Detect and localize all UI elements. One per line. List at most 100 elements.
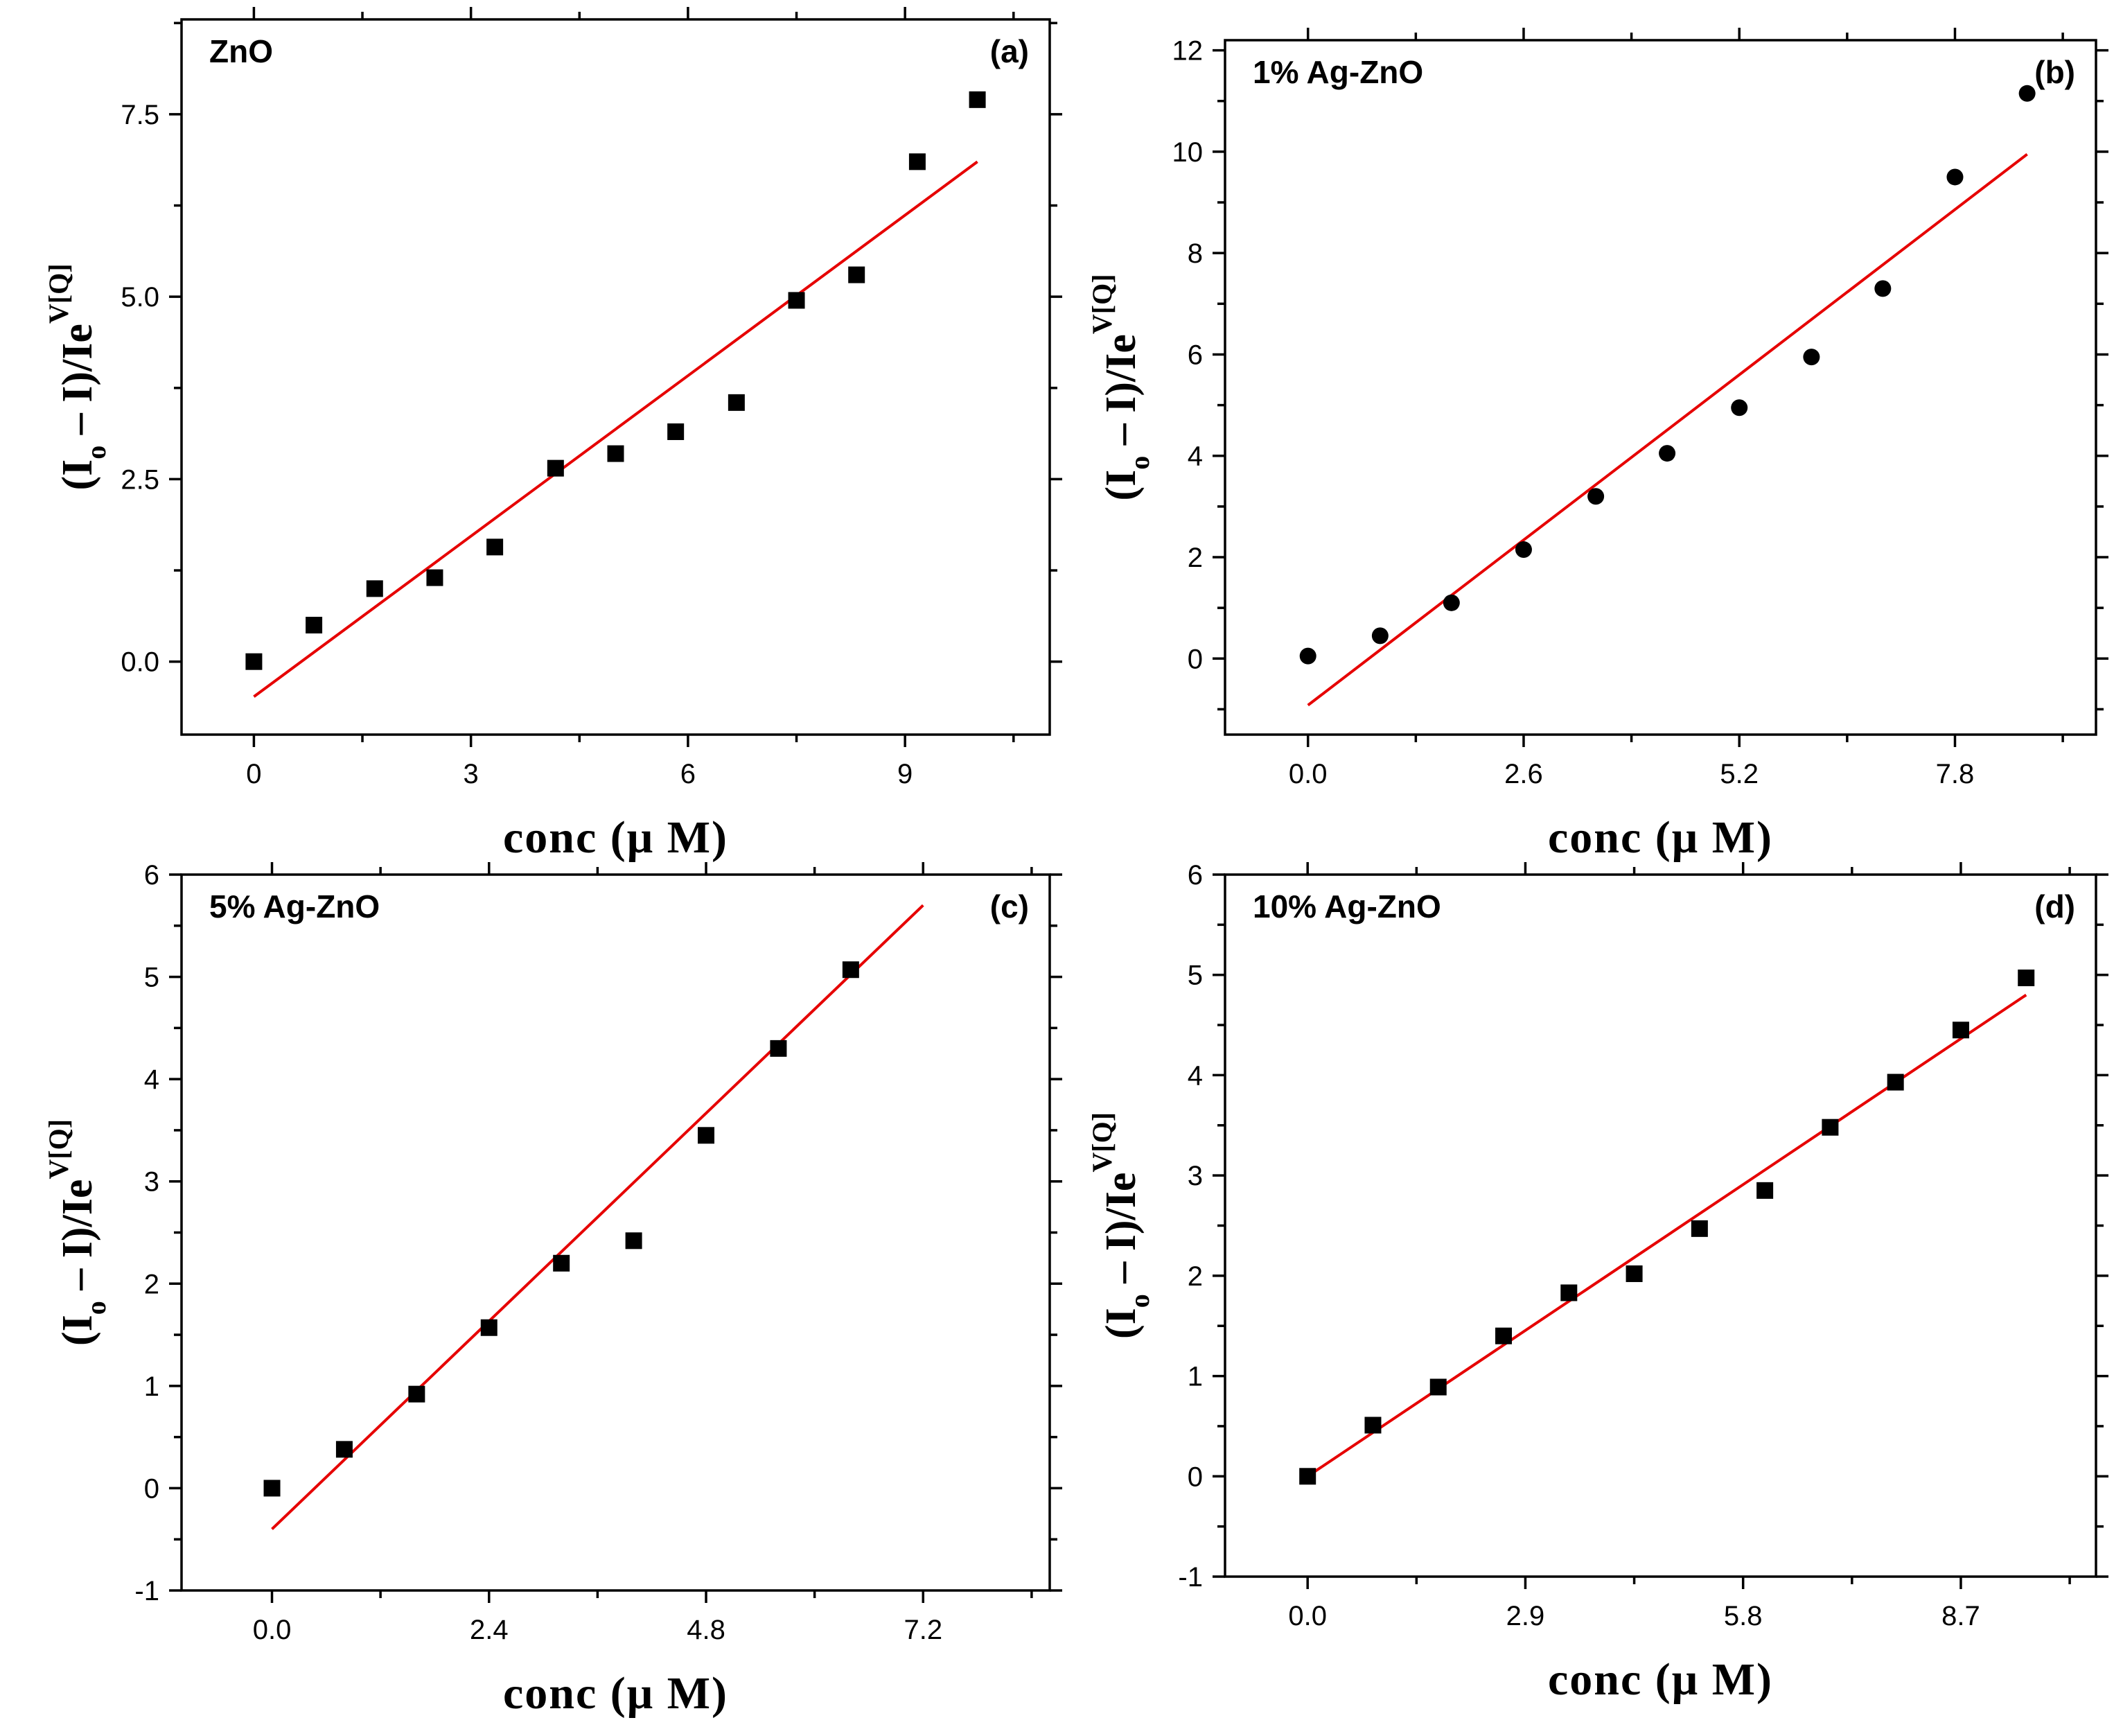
y-tick-label: 2 xyxy=(1188,1261,1203,1292)
y-label-sup: V[Q] xyxy=(1086,1112,1118,1173)
y-tick-label: 0 xyxy=(1188,1462,1203,1492)
data-point xyxy=(1803,349,1820,366)
x-tick-label: 3 xyxy=(464,759,479,789)
y-tick-label: 8 xyxy=(1188,238,1203,269)
x-tick-label: 4.8 xyxy=(687,1615,725,1645)
data-point xyxy=(408,1385,425,1403)
x-tick-label: 7.8 xyxy=(1936,759,1975,789)
y-label-mid: – I)/Ie xyxy=(1098,334,1145,456)
linear-fit-line xyxy=(253,160,978,698)
data-point xyxy=(607,445,624,462)
data-point xyxy=(788,292,805,309)
y-label-main: (I xyxy=(54,1315,101,1346)
y-tick-label: 0 xyxy=(1188,644,1203,674)
y-label-sub: o xyxy=(80,1301,112,1315)
y-tick-label: 6 xyxy=(1188,340,1203,370)
data-point xyxy=(1874,280,1892,297)
x-axis-label: conc (μ M) xyxy=(503,812,728,863)
data-point xyxy=(553,1254,570,1272)
y-label-main: (I xyxy=(1098,470,1145,501)
data-point xyxy=(2018,970,2035,987)
panel-b: 0.0 2.6 5.2 7.8 0 2 4 6 8 10 12 1% Ag-ZnO (b) conc (μ… xyxy=(1086,28,2108,863)
y-tick-label: 12 xyxy=(1172,36,1204,67)
plot-frame xyxy=(180,873,1051,1592)
y-label-mid: – I)/Ie xyxy=(54,324,101,446)
y-label-sub: o xyxy=(80,446,112,459)
x-tick-label: 2.9 xyxy=(1506,1601,1545,1631)
data-point xyxy=(1691,1220,1708,1237)
y-label-sub: o xyxy=(1124,1294,1155,1308)
y-tick-label: 5 xyxy=(144,963,159,993)
y-tick-label: 3 xyxy=(144,1167,159,1198)
x-tick-label: 2.6 xyxy=(1504,759,1543,789)
data-point xyxy=(486,538,504,556)
y-tick-label: 1 xyxy=(1188,1362,1203,1392)
y-tick-label: 3 xyxy=(1188,1161,1203,1191)
data-point xyxy=(1364,1417,1382,1434)
y-tick-label: 4 xyxy=(1188,441,1203,472)
data-point xyxy=(770,1040,787,1057)
x-tick-label: 5.8 xyxy=(1724,1601,1763,1631)
linear-fit-line xyxy=(1307,152,2028,707)
y-label-mid: – I)/Ie xyxy=(1098,1173,1145,1295)
data-point xyxy=(1515,541,1532,559)
y-label-main: (I xyxy=(54,459,101,491)
y-label-sup: V[Q] xyxy=(43,1119,74,1180)
x-tick-label: 0 xyxy=(246,759,261,789)
plot-frame xyxy=(1224,39,2097,736)
y-axis-label: (Io – I)/IeV[Q] xyxy=(43,1119,112,1346)
x-axis-label: conc (μ M) xyxy=(1548,1654,1773,1705)
y-tick-label: 1 xyxy=(144,1371,159,1402)
y-tick-label: 4 xyxy=(1188,1060,1203,1091)
y-tick-label: 5.0 xyxy=(121,282,159,313)
data-point xyxy=(1946,168,1964,186)
x-tick-label: 0.0 xyxy=(253,1615,292,1645)
data-point xyxy=(1299,647,1316,665)
y-tick-label: 2.5 xyxy=(121,464,159,495)
x-axis-label: conc (μ M) xyxy=(1548,812,1773,863)
y-tick-label: -1 xyxy=(1178,1562,1203,1593)
data-point xyxy=(1587,488,1605,505)
y-axis-label: (Io – I)/IeV[Q] xyxy=(1086,274,1155,500)
y-label-mid: – I)/Ie xyxy=(54,1180,101,1301)
y-tick-label: -1 xyxy=(134,1576,159,1606)
y-tick-label: 0.0 xyxy=(121,647,159,678)
y-tick-label: 0 xyxy=(144,1473,159,1504)
data-point xyxy=(480,1319,497,1336)
panel-title: 1% Ag-ZnO xyxy=(1253,54,1423,90)
data-point xyxy=(547,459,564,477)
data-point xyxy=(1952,1022,1969,1039)
x-tick-label: 0.0 xyxy=(1288,1601,1327,1631)
x-tick-label: 2.4 xyxy=(470,1615,509,1645)
data-point xyxy=(2018,85,2036,102)
data-point xyxy=(1495,1327,1513,1344)
panel-a: 0 3 6 9 0.0 2.5 5.0 7.5 ZnO (a) conc (μ M) (Io – I)… xyxy=(43,7,1062,863)
plot-frame xyxy=(180,18,1051,736)
y-label-sub: o xyxy=(1124,456,1155,470)
y-axis-label: (Io – I)/IeV[Q] xyxy=(1086,1112,1155,1339)
data-point xyxy=(908,153,926,170)
data-point xyxy=(625,1232,642,1250)
y-label-main: (I xyxy=(1098,1308,1145,1339)
data-point xyxy=(1429,1378,1447,1396)
panel-letter: (c) xyxy=(990,888,1029,924)
panel-letter: (a) xyxy=(990,33,1029,69)
x-tick-label: 7.2 xyxy=(904,1615,942,1645)
data-point xyxy=(426,569,443,586)
x-tick-label: 8.7 xyxy=(1941,1601,1980,1631)
data-point xyxy=(667,423,685,440)
data-point xyxy=(1371,627,1389,645)
data-point xyxy=(1659,445,1676,462)
data-point xyxy=(335,1441,353,1458)
y-tick-label: 7.5 xyxy=(121,100,159,130)
panel-d: 0.0 2.9 5.8 8.7 -1 0 1 2 3 4 5 6 10% Ag-ZnO (d) conc (… xyxy=(1086,860,2108,1705)
panel-letter: (d) xyxy=(2034,888,2075,924)
y-axis-label: (Io – I)/IeV[Q] xyxy=(43,263,112,490)
data-point xyxy=(1626,1265,1643,1282)
data-point xyxy=(366,580,383,597)
plot-frame xyxy=(1224,873,2097,1578)
x-tick-label: 0.0 xyxy=(1289,759,1328,789)
data-point xyxy=(728,394,745,411)
panel-title: 5% Ag-ZnO xyxy=(209,888,380,924)
